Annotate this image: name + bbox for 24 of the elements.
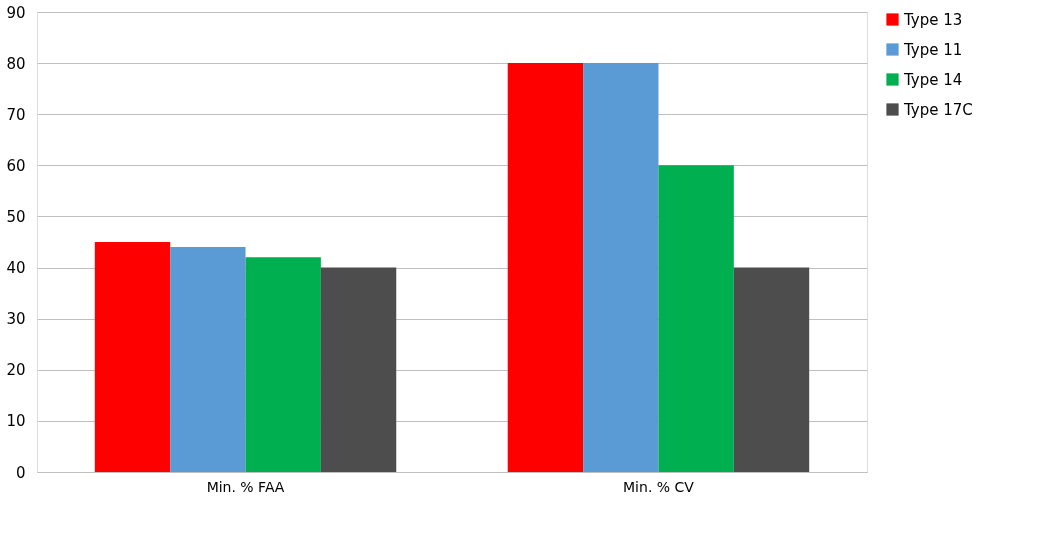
y-tick-label: 50 xyxy=(6,207,26,226)
y-tick-label: 30 xyxy=(6,310,26,329)
y-tick-label: 80 xyxy=(6,54,26,73)
bar xyxy=(507,63,584,472)
x-tick-label: Min. % FAA xyxy=(206,478,285,495)
bar xyxy=(733,267,810,472)
y-tick-label: 60 xyxy=(6,156,26,175)
y-tick-label: 0 xyxy=(15,463,26,482)
y-tick-label: 70 xyxy=(6,105,26,124)
y-tick-label: 10 xyxy=(6,412,26,431)
y-tick-label: 40 xyxy=(6,259,26,278)
x-tick-label: Min. % CV xyxy=(623,478,695,495)
legend-label: Type 17C xyxy=(903,100,973,119)
legend-label: Type 11 xyxy=(903,40,963,59)
legend-label: Type 14 xyxy=(903,70,963,89)
bar xyxy=(94,242,171,472)
bar xyxy=(658,165,734,472)
y-tick-label: 20 xyxy=(6,361,26,380)
y-tick-label: 90 xyxy=(6,3,26,22)
bar xyxy=(245,257,321,472)
bar xyxy=(320,267,397,472)
legend-label: Type 13 xyxy=(903,10,963,29)
bar xyxy=(583,63,659,472)
bar xyxy=(170,247,246,472)
